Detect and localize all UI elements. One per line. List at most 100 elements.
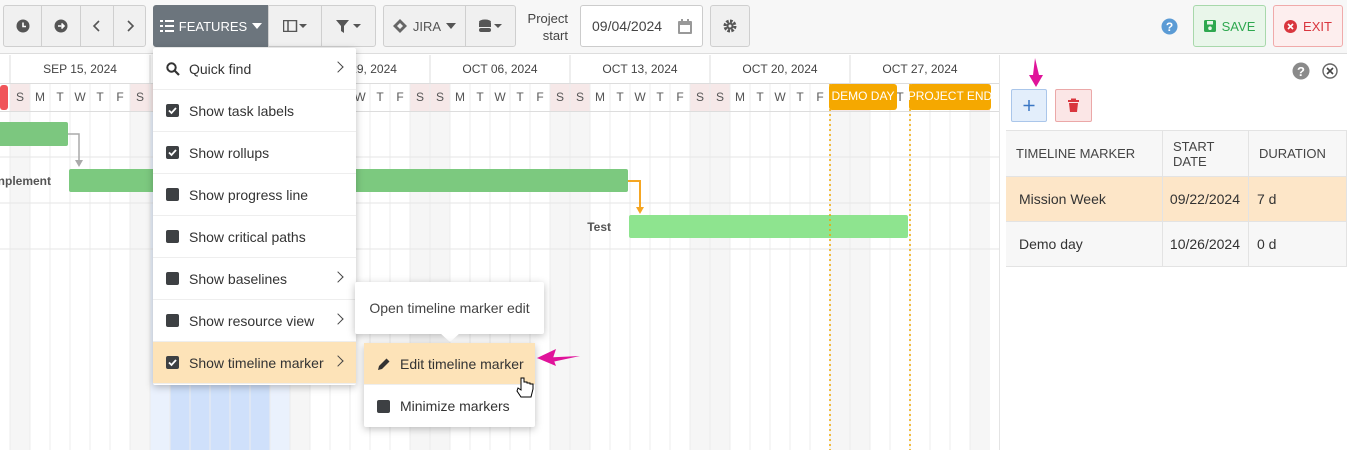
day-label: T [96,90,104,104]
table-cell[interactable]: 7 d [1249,177,1347,222]
jira-button[interactable]: JIRA [383,5,466,47]
marker-flag [829,84,897,110]
check [168,107,177,115]
submenu-item-label: Edit timeline marker [400,355,524,372]
task-label: Test [587,220,611,234]
submenu-item[interactable]: Edit timeline marker [364,343,535,385]
help-icon[interactable]: ? [1161,18,1178,35]
day-label: T [476,90,484,104]
weekend-column [130,112,150,450]
settings-button[interactable] [710,5,750,47]
day-label: F [116,90,123,104]
svg-text:?: ? [1297,64,1305,79]
dependency [68,133,80,162]
save-button[interactable]: SAVE [1193,5,1266,47]
menu-item[interactable]: Show progress line [153,174,356,216]
day-label: F [536,90,543,104]
next-button[interactable] [113,5,146,47]
column-header: TIMELINE MARKER [1006,130,1163,177]
checkbox [377,399,390,413]
day-label: T [516,90,524,104]
menu-item[interactable]: Show timeline marker [153,342,356,384]
day-label: M [735,90,745,104]
pencil-icon [378,358,390,370]
day-label: T [656,90,664,104]
features-label: FEATURES [178,18,248,34]
date-input[interactable]: 09/04/2024 [580,5,703,47]
dependency [628,180,641,208]
menu-item[interactable]: Show task labels [153,90,356,132]
day-label: S [556,90,564,104]
menu-item[interactable]: Show resource view [153,300,356,342]
weekend-head [570,84,590,111]
column-header: START DATE [1163,130,1249,177]
project-start-label: Project start [527,11,568,43]
table-cell[interactable]: 10/26/2024 [1163,222,1249,267]
features-menu: Quick find Show task labels Show rollups Sh… [153,48,356,385]
day-label: T [376,90,384,104]
history-button[interactable] [3,5,42,47]
check [168,359,177,367]
exit-button[interactable]: EXIT [1273,5,1343,47]
menu-item[interactable]: Show baselines [153,258,356,300]
chevron [332,271,344,283]
splitter [999,55,1000,450]
chevron [332,355,344,367]
table-cell[interactable]: Demo day [1006,222,1163,267]
filter-button[interactable] [321,5,376,47]
goto-button[interactable] [41,5,81,47]
features-button[interactable]: FEATURES [153,5,269,47]
day-label: W [634,90,646,104]
marker-panel: ? TIMELINE MARKER START DATE DURATION Missi… [1006,55,1347,450]
submenu-item[interactable]: Minimize markers [364,385,535,427]
add-marker-button[interactable] [1011,89,1047,122]
day-label: S [136,90,144,104]
delete-marker-button[interactable] [1055,89,1092,122]
panel-help[interactable]: ? [1292,62,1310,80]
week-label: OCT 27, 2024 [882,62,957,76]
day-label: S [436,90,444,104]
checkbox [166,230,179,243]
weekend-head [130,84,150,111]
columns-button[interactable] [268,5,322,47]
table-cell[interactable]: Mission Week [1006,177,1163,222]
week-label: OCT 13, 2024 [602,62,677,76]
week-label: OCT 06, 2024 [462,62,537,76]
day-label: S [716,90,724,104]
column-header: DURATION [1249,130,1347,177]
weekend-head [690,84,710,111]
marker-flag [909,84,991,110]
table-cell[interactable]: 0 d [1249,222,1347,267]
day-label: T [56,90,64,104]
marker-label: PROJECT END [908,89,993,103]
menu-item[interactable]: Show critical paths [153,216,356,258]
weekend-head [550,84,570,111]
data-button[interactable] [465,5,516,47]
day-label: W [74,90,86,104]
day-label: S [416,90,424,104]
tooltip-arrow [440,333,460,342]
prev-button[interactable] [80,5,114,47]
dependency-head [636,207,644,214]
week-label: OCT 20, 2024 [742,62,817,76]
checkbox [166,314,179,327]
day-label: F [396,90,403,104]
marker-label: DEMO DAY [831,89,894,103]
dependency-head [75,160,83,167]
selected-range-dark [170,385,270,450]
panel-close[interactable] [1322,63,1338,79]
timeline-marker-submenu: Edit timeline marker Minimize markers [364,343,535,427]
weekend-head [710,84,730,111]
menu-item[interactable]: Show rollups [153,132,356,174]
weekend-head [430,84,450,111]
submenu-item-label: Minimize markers [400,398,510,414]
menu-item[interactable]: Quick find [153,48,356,90]
tooltip-text: Open timeline marker edit [369,300,530,316]
weekend-head [410,84,430,111]
week-label: SEP 15, 2024 [43,62,117,76]
table-cell[interactable]: 09/22/2024 [1163,177,1249,222]
weekend-column [10,112,30,450]
day-label: F [676,90,683,104]
chevron [332,313,344,325]
checkbox [166,272,179,285]
